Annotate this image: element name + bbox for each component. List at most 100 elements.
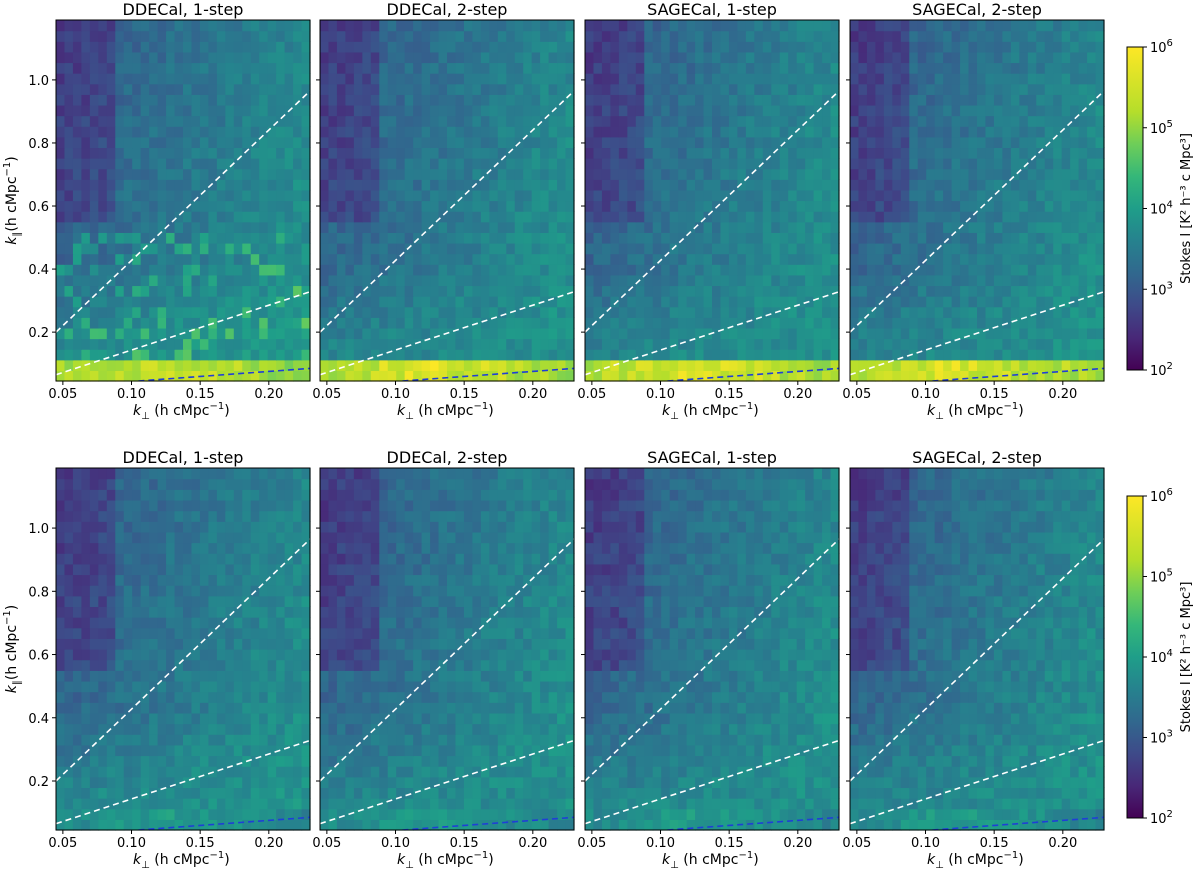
- heatmap-cell: [447, 168, 457, 180]
- heatmap-cell: [661, 221, 671, 233]
- heatmap-cell: [883, 242, 893, 255]
- heatmap-cell: [174, 734, 184, 746]
- heatmap-cell: [149, 691, 159, 703]
- heatmap-cell: [745, 306, 755, 318]
- heatmap-cell: [89, 253, 99, 265]
- heatmap-cell: [115, 542, 125, 554]
- heatmap-cell: [208, 617, 218, 629]
- heatmap-cell: [106, 744, 116, 757]
- heatmap-cell: [1095, 30, 1105, 42]
- heatmap-cell: [72, 606, 82, 618]
- heatmap-cell: [267, 136, 277, 149]
- heatmap-cell: [64, 370, 74, 382]
- heatmap-cell: [523, 62, 533, 74]
- heatmap-cell: [293, 574, 303, 586]
- heatmap-cell: [267, 819, 277, 831]
- heatmap-cell: [370, 370, 380, 382]
- heatmap-cell: [242, 221, 252, 233]
- heatmap-cell: [98, 338, 108, 350]
- heatmap-cell: [404, 168, 414, 180]
- heatmap-cell: [601, 264, 611, 276]
- heatmap-cell: [123, 766, 133, 778]
- heatmap-cell: [720, 327, 730, 340]
- heatmap-cell: [370, 179, 380, 191]
- heatmap-cell: [233, 766, 243, 778]
- heatmap-cell: [89, 670, 99, 682]
- heatmap-cell: [72, 221, 82, 233]
- heatmap-cell: [548, 158, 558, 170]
- heatmap-cell: [328, 211, 338, 223]
- heatmap-cell: [404, 370, 414, 382]
- heatmap-cell: [166, 306, 176, 318]
- heatmap-cell: [557, 62, 567, 74]
- heatmap-cell: [132, 115, 142, 127]
- heatmap-cell: [728, 370, 738, 382]
- heatmap-cell: [779, 221, 789, 233]
- heatmap-cell: [678, 115, 688, 127]
- heatmap-cell: [737, 200, 747, 212]
- heatmap-cell: [353, 179, 363, 191]
- heatmap-cell: [883, 83, 893, 95]
- x-axis-label-close: ): [1018, 403, 1023, 419]
- heatmap-cell: [788, 370, 798, 382]
- heatmap-cell: [387, 306, 397, 318]
- heatmap-cell: [140, 264, 150, 276]
- heatmap-cell: [728, 285, 738, 297]
- heatmap-cell: [191, 285, 201, 297]
- heatmap-cell: [284, 306, 294, 318]
- heatmap-cell: [242, 158, 252, 170]
- heatmap-cell: [678, 349, 688, 361]
- heatmap-cell: [421, 285, 431, 297]
- heatmap-cell: [720, 158, 730, 170]
- heatmap-cell: [191, 306, 201, 318]
- heatmap-cell: [644, 264, 654, 276]
- heatmap-cell: [208, 808, 218, 820]
- heatmap-cell: [404, 211, 414, 223]
- heatmap-cell: [531, 136, 541, 149]
- heatmap-cell: [233, 680, 243, 693]
- heatmap-cell: [191, 179, 201, 191]
- heatmap-cell: [472, 200, 482, 212]
- heatmap-cell: [601, 83, 611, 95]
- heatmap-cell: [1044, 73, 1054, 85]
- heatmap-cell: [183, 359, 193, 371]
- heatmap-cell: [106, 179, 116, 191]
- heatmap-cell: [593, 136, 603, 149]
- heatmap-cell: [293, 595, 303, 608]
- heatmap-cell: [353, 51, 363, 64]
- heatmap-cell: [166, 359, 176, 371]
- heatmap-cell: [140, 179, 150, 191]
- heatmap-cell: [123, 606, 133, 618]
- heatmap-cell: [250, 659, 260, 671]
- heatmap-cell: [293, 638, 303, 650]
- heatmap-cell: [166, 189, 176, 202]
- heatmap-cell: [276, 627, 286, 639]
- heatmap-cell: [115, 104, 125, 117]
- heatmap-cell: [336, 51, 346, 64]
- heatmap-cell: [225, 776, 235, 789]
- heatmap-cell: [985, 306, 995, 318]
- heatmap-cell: [293, 253, 303, 265]
- heatmap-cell: [1070, 115, 1080, 127]
- heatmap-cell: [728, 359, 738, 371]
- heatmap-cell: [866, 359, 876, 371]
- heatmap-cell: [1053, 168, 1063, 180]
- heatmap-cell: [601, 370, 611, 382]
- heatmap-cell: [1010, 179, 1020, 191]
- heatmap-cell: [89, 296, 99, 308]
- heatmap-cell: [540, 264, 550, 276]
- heatmap-cell: [81, 349, 91, 361]
- heatmap-cell: [686, 211, 696, 223]
- heatmap-cell: [497, 274, 507, 287]
- heatmap-cell: [960, 104, 970, 117]
- heatmap-cell: [610, 242, 620, 255]
- heatmap-cell: [208, 585, 218, 597]
- heatmap-cell: [652, 211, 662, 223]
- heatmap-cell: [686, 115, 696, 127]
- heatmap-cell: [276, 94, 286, 106]
- heatmap-cell: [728, 62, 738, 74]
- heatmap-cell: [463, 338, 473, 350]
- heatmap-cell: [387, 51, 397, 64]
- heatmap-cell: [362, 104, 372, 117]
- heatmap-cell: [968, 306, 978, 318]
